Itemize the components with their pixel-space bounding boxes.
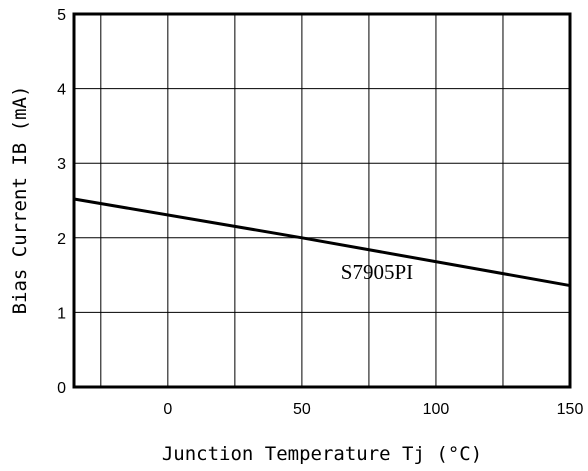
- x-tick-label: 50: [293, 401, 311, 418]
- series-lines: [73, 197, 571, 288]
- series-label: S7905PI: [341, 260, 413, 284]
- y-tick-label: 1: [57, 305, 66, 322]
- y-axis-label: Bias Current IB (mA): [9, 86, 31, 315]
- x-tick-label: 100: [423, 401, 450, 418]
- grid: [74, 14, 570, 387]
- y-tick-label: 0: [57, 380, 66, 397]
- y-tick-label: 3: [57, 156, 66, 173]
- y-tick-labels: 0 1 2 3 4 5: [57, 7, 66, 397]
- x-tick-label: 150: [557, 401, 584, 418]
- x-axis-label: Junction Temperature Tj (°C): [162, 443, 482, 465]
- plot-frame: [72, 12, 572, 389]
- y-tick-label: 2: [57, 231, 66, 248]
- series-labels: S7905PI: [341, 260, 413, 284]
- y-tick-label: 5: [57, 7, 66, 24]
- x-tick-labels: 0 50 100 150: [163, 401, 583, 418]
- series-line: [73, 197, 571, 288]
- y-tick-label: 4: [57, 82, 66, 99]
- x-tick-label: 0: [163, 401, 172, 418]
